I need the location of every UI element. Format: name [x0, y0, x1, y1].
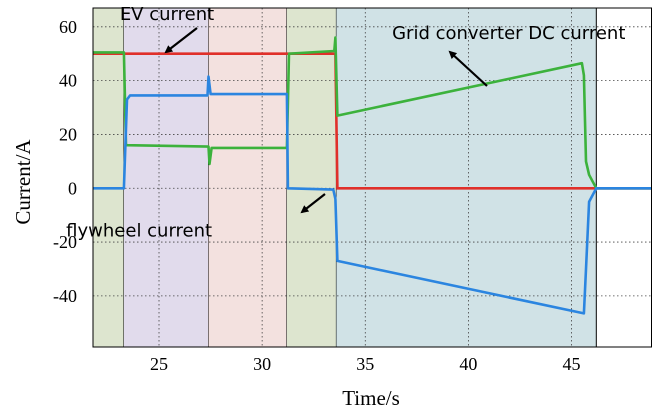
annotations: EV current Grid converter DC current flywh…	[66, 4, 625, 242]
region-1	[93, 8, 124, 347]
series-lines	[93, 36, 652, 315]
region-5	[336, 8, 597, 347]
x-tick-label: 25	[150, 354, 168, 374]
time-interval-regions	[93, 8, 597, 347]
region-2	[123, 8, 209, 347]
y-axis-title: Current/A	[11, 139, 35, 225]
y-tick-label: 0	[68, 178, 77, 198]
grid-converter-dc-current-line	[93, 36, 652, 190]
ev-current-label: EV current	[120, 4, 214, 25]
ev-current-line	[93, 52, 652, 190]
ev-current-arrow	[164, 27, 198, 54]
x-tick-label: 30	[253, 354, 271, 374]
flywheel-current-line	[93, 75, 652, 315]
y-tick-label: -40	[53, 286, 77, 306]
flywheel-current-label: flywheel current	[66, 221, 212, 242]
y-tick-label: 20	[59, 124, 77, 144]
flywheel-current-arrow	[300, 193, 326, 214]
region-3	[208, 8, 287, 347]
tick-labels: 60 40 20 0 -20 -40 25 30 35 40 45	[53, 17, 581, 374]
grid-converter-dc-current-label: Grid converter DC current	[392, 23, 625, 44]
region-4	[286, 8, 337, 347]
x-tick-label: 35	[356, 354, 374, 374]
y-tick-label: -20	[53, 232, 77, 252]
x-tick-label: 45	[563, 354, 581, 374]
x-tick-label: 40	[459, 354, 477, 374]
x-axis-title: Time/s	[342, 386, 400, 410]
y-tick-label: 60	[59, 17, 77, 37]
y-tick-label: 40	[59, 71, 77, 91]
grid-converter-arrow	[448, 50, 488, 87]
